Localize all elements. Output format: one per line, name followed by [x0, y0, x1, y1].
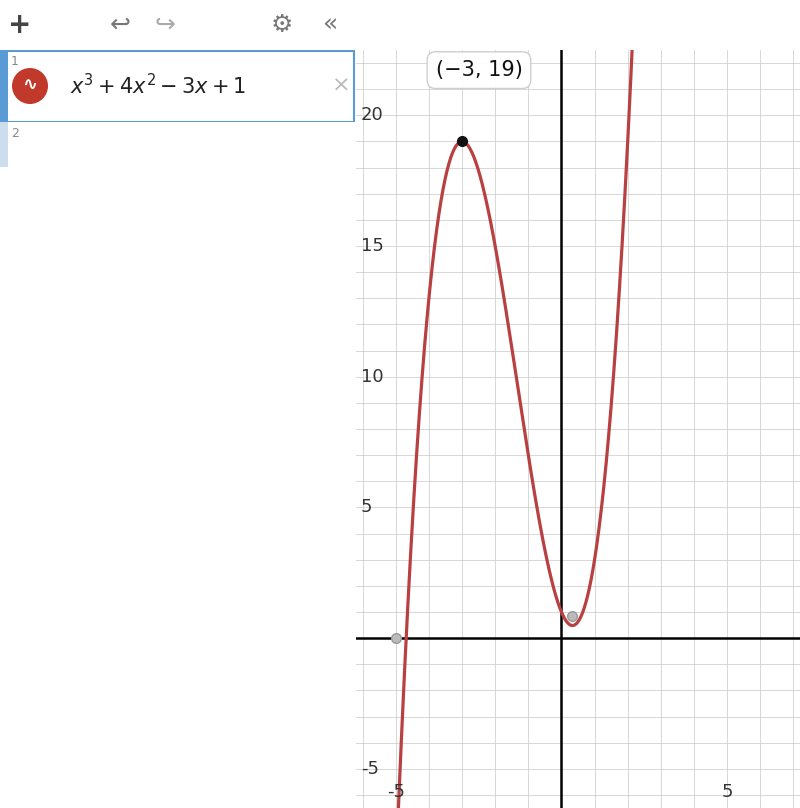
Text: 5: 5	[722, 784, 733, 802]
Text: -5: -5	[386, 784, 405, 802]
Text: ↩: ↩	[110, 13, 130, 37]
Bar	[0, 122, 8, 167]
Text: $x^3 + 4x^2 - 3x + 1$: $x^3 + 4x^2 - 3x + 1$	[70, 74, 246, 99]
Text: 5: 5	[361, 499, 373, 516]
Text: «: «	[322, 13, 338, 37]
Text: +: +	[8, 11, 32, 39]
Text: ×: ×	[332, 76, 350, 96]
Circle shape	[12, 68, 48, 104]
Text: 2: 2	[11, 127, 19, 140]
Bar	[0, 50, 8, 122]
Text: 20: 20	[361, 107, 384, 124]
Text: ∿: ∿	[22, 76, 38, 94]
Text: ↪: ↪	[154, 13, 175, 37]
Text: -5: -5	[361, 760, 379, 778]
Text: (−3, 19): (−3, 19)	[435, 60, 522, 80]
Text: ⚙: ⚙	[271, 13, 293, 37]
Text: 1: 1	[11, 55, 19, 68]
Text: 15: 15	[361, 237, 384, 255]
Text: 10: 10	[361, 368, 383, 385]
